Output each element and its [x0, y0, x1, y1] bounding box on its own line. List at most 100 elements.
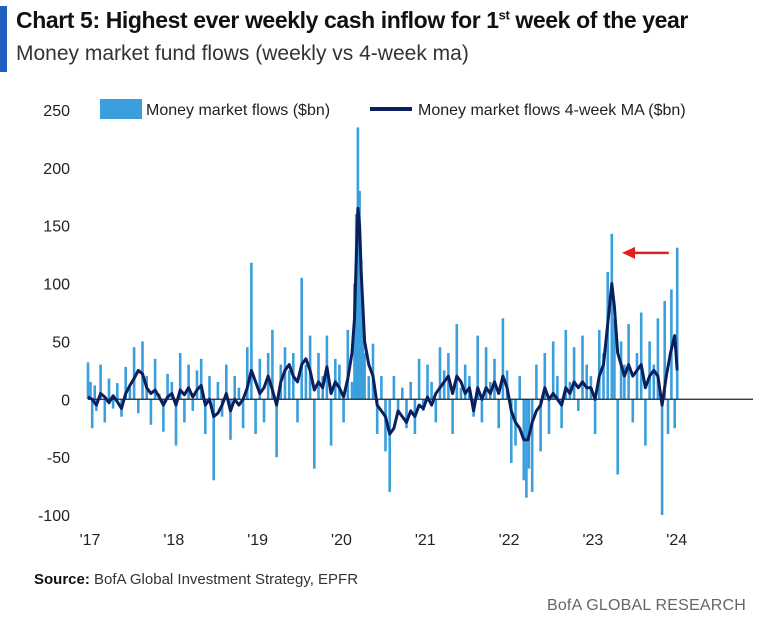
- flow-bar: [132, 347, 136, 400]
- flow-bar: [212, 399, 215, 481]
- flow-bar: [128, 387, 132, 400]
- flow-bar: [90, 399, 94, 429]
- y-tick-label: 50: [52, 334, 70, 351]
- flow-bar: [417, 358, 421, 400]
- flow-bar: [613, 318, 616, 400]
- flow-bar: [137, 399, 140, 414]
- flow-bar: [560, 399, 563, 429]
- flow-bar: [602, 353, 605, 400]
- flow-bar: [199, 358, 203, 400]
- flow-bar: [581, 335, 584, 400]
- flow-bar: [254, 399, 257, 434]
- flow-bar: [392, 376, 396, 400]
- flow-bar: [162, 399, 165, 432]
- money-market-flows-chart: 250 200 150 100 50 0 -50 -100 '17 '18 '19 '20 '21 '22…: [38, 99, 753, 549]
- flow-bar: [361, 312, 365, 400]
- flow-bar: [149, 399, 153, 425]
- y-tick-label: -100: [38, 508, 70, 525]
- flow-bar: [225, 364, 228, 400]
- y-tick-label: 150: [43, 219, 70, 236]
- flow-bar: [627, 324, 630, 400]
- title-accent-bar: [0, 6, 7, 72]
- chart-title: Chart 5: Highest ever weekly cash inflow…: [16, 7, 688, 34]
- flow-bar: [153, 358, 157, 400]
- flow-bar: [287, 370, 291, 400]
- x-tick-label: '19: [247, 532, 268, 549]
- flow-bar: [656, 318, 660, 400]
- ma-line: [87, 206, 679, 442]
- flow-bar: [384, 399, 387, 452]
- flow-bar: [93, 385, 96, 400]
- flow-bar: [501, 318, 505, 400]
- flow-bar: [313, 399, 316, 469]
- flow-bar: [476, 335, 479, 400]
- flow-bar: [338, 364, 341, 400]
- flow-bar: [623, 364, 626, 400]
- chart-title-main: Chart 5: Highest ever weekly cash inflow…: [16, 7, 499, 33]
- flow-bar: [178, 353, 182, 400]
- flow-bar: [141, 341, 144, 400]
- flow-bar: [103, 399, 107, 423]
- flow-bar: [233, 376, 236, 400]
- chart-title-superscript: st: [498, 7, 510, 23]
- flow-bar: [166, 373, 169, 400]
- source-line: Source: BofA Global Investment Strategy,…: [34, 571, 358, 588]
- legend-swatch-bars: [100, 99, 142, 119]
- flow-bar: [380, 376, 383, 400]
- chart-title-end: week of the year: [509, 7, 688, 33]
- flow-bar: [334, 358, 337, 400]
- x-tick-label: '21: [415, 532, 436, 549]
- flow-bar: [170, 381, 174, 400]
- source-label: Source:: [34, 571, 90, 588]
- chart-subtitle: Money market fund flows (weekly vs 4-wee…: [16, 42, 469, 65]
- flow-bar: [241, 399, 245, 429]
- flow-bar: [539, 399, 542, 452]
- flow-bar: [619, 341, 623, 400]
- flow-bar: [208, 376, 211, 400]
- flow-bar: [375, 399, 379, 434]
- legend-label-line: Money market flows 4-week MA ($bn): [418, 102, 686, 119]
- flow-bar: [577, 399, 580, 411]
- flow-bar: [258, 358, 262, 400]
- flow-bar: [99, 364, 102, 400]
- flow-bar: [356, 127, 360, 400]
- flow-bar: [497, 399, 500, 429]
- flow-bar: [652, 364, 656, 400]
- flow-bar: [405, 399, 408, 429]
- flow-bar: [401, 387, 404, 400]
- flow-bar: [124, 366, 127, 400]
- arrow-head: [622, 246, 636, 259]
- flow-bar: [191, 399, 195, 411]
- flow-bar: [547, 399, 551, 434]
- flow-bar: [229, 399, 232, 440]
- flow-bar: [359, 260, 363, 400]
- flow-bar: [525, 399, 528, 498]
- brand-label: BofA GLOBAL RESEARCH: [546, 597, 746, 614]
- flow-bar: [89, 381, 92, 400]
- flow-bar: [459, 387, 463, 400]
- flow-bar: [388, 399, 391, 492]
- flow-bar: [396, 399, 400, 411]
- flow-bar: [275, 399, 278, 458]
- flow-bar: [455, 324, 459, 400]
- flow-bar: [430, 381, 433, 400]
- x-tick-label: '18: [163, 532, 184, 549]
- y-tick-label: 0: [61, 392, 70, 409]
- y-tick-label: -50: [47, 450, 70, 467]
- flow-bar: [183, 399, 186, 423]
- x-tick-label: '23: [582, 532, 603, 549]
- flow-bar: [480, 399, 484, 423]
- flow-bar: [371, 343, 375, 400]
- flow-bar: [250, 262, 253, 400]
- flow-bar: [648, 341, 651, 400]
- flow-bar: [463, 364, 467, 400]
- flow-bar: [438, 347, 442, 400]
- flow-bar: [367, 376, 371, 400]
- flow-bar: [585, 364, 588, 400]
- flow-bar: [346, 329, 350, 400]
- flow-bar: [271, 329, 274, 400]
- flow-bar: [262, 399, 266, 423]
- flow-bar: [644, 399, 647, 446]
- flow-bar: [610, 233, 614, 400]
- flow-bar: [616, 399, 619, 475]
